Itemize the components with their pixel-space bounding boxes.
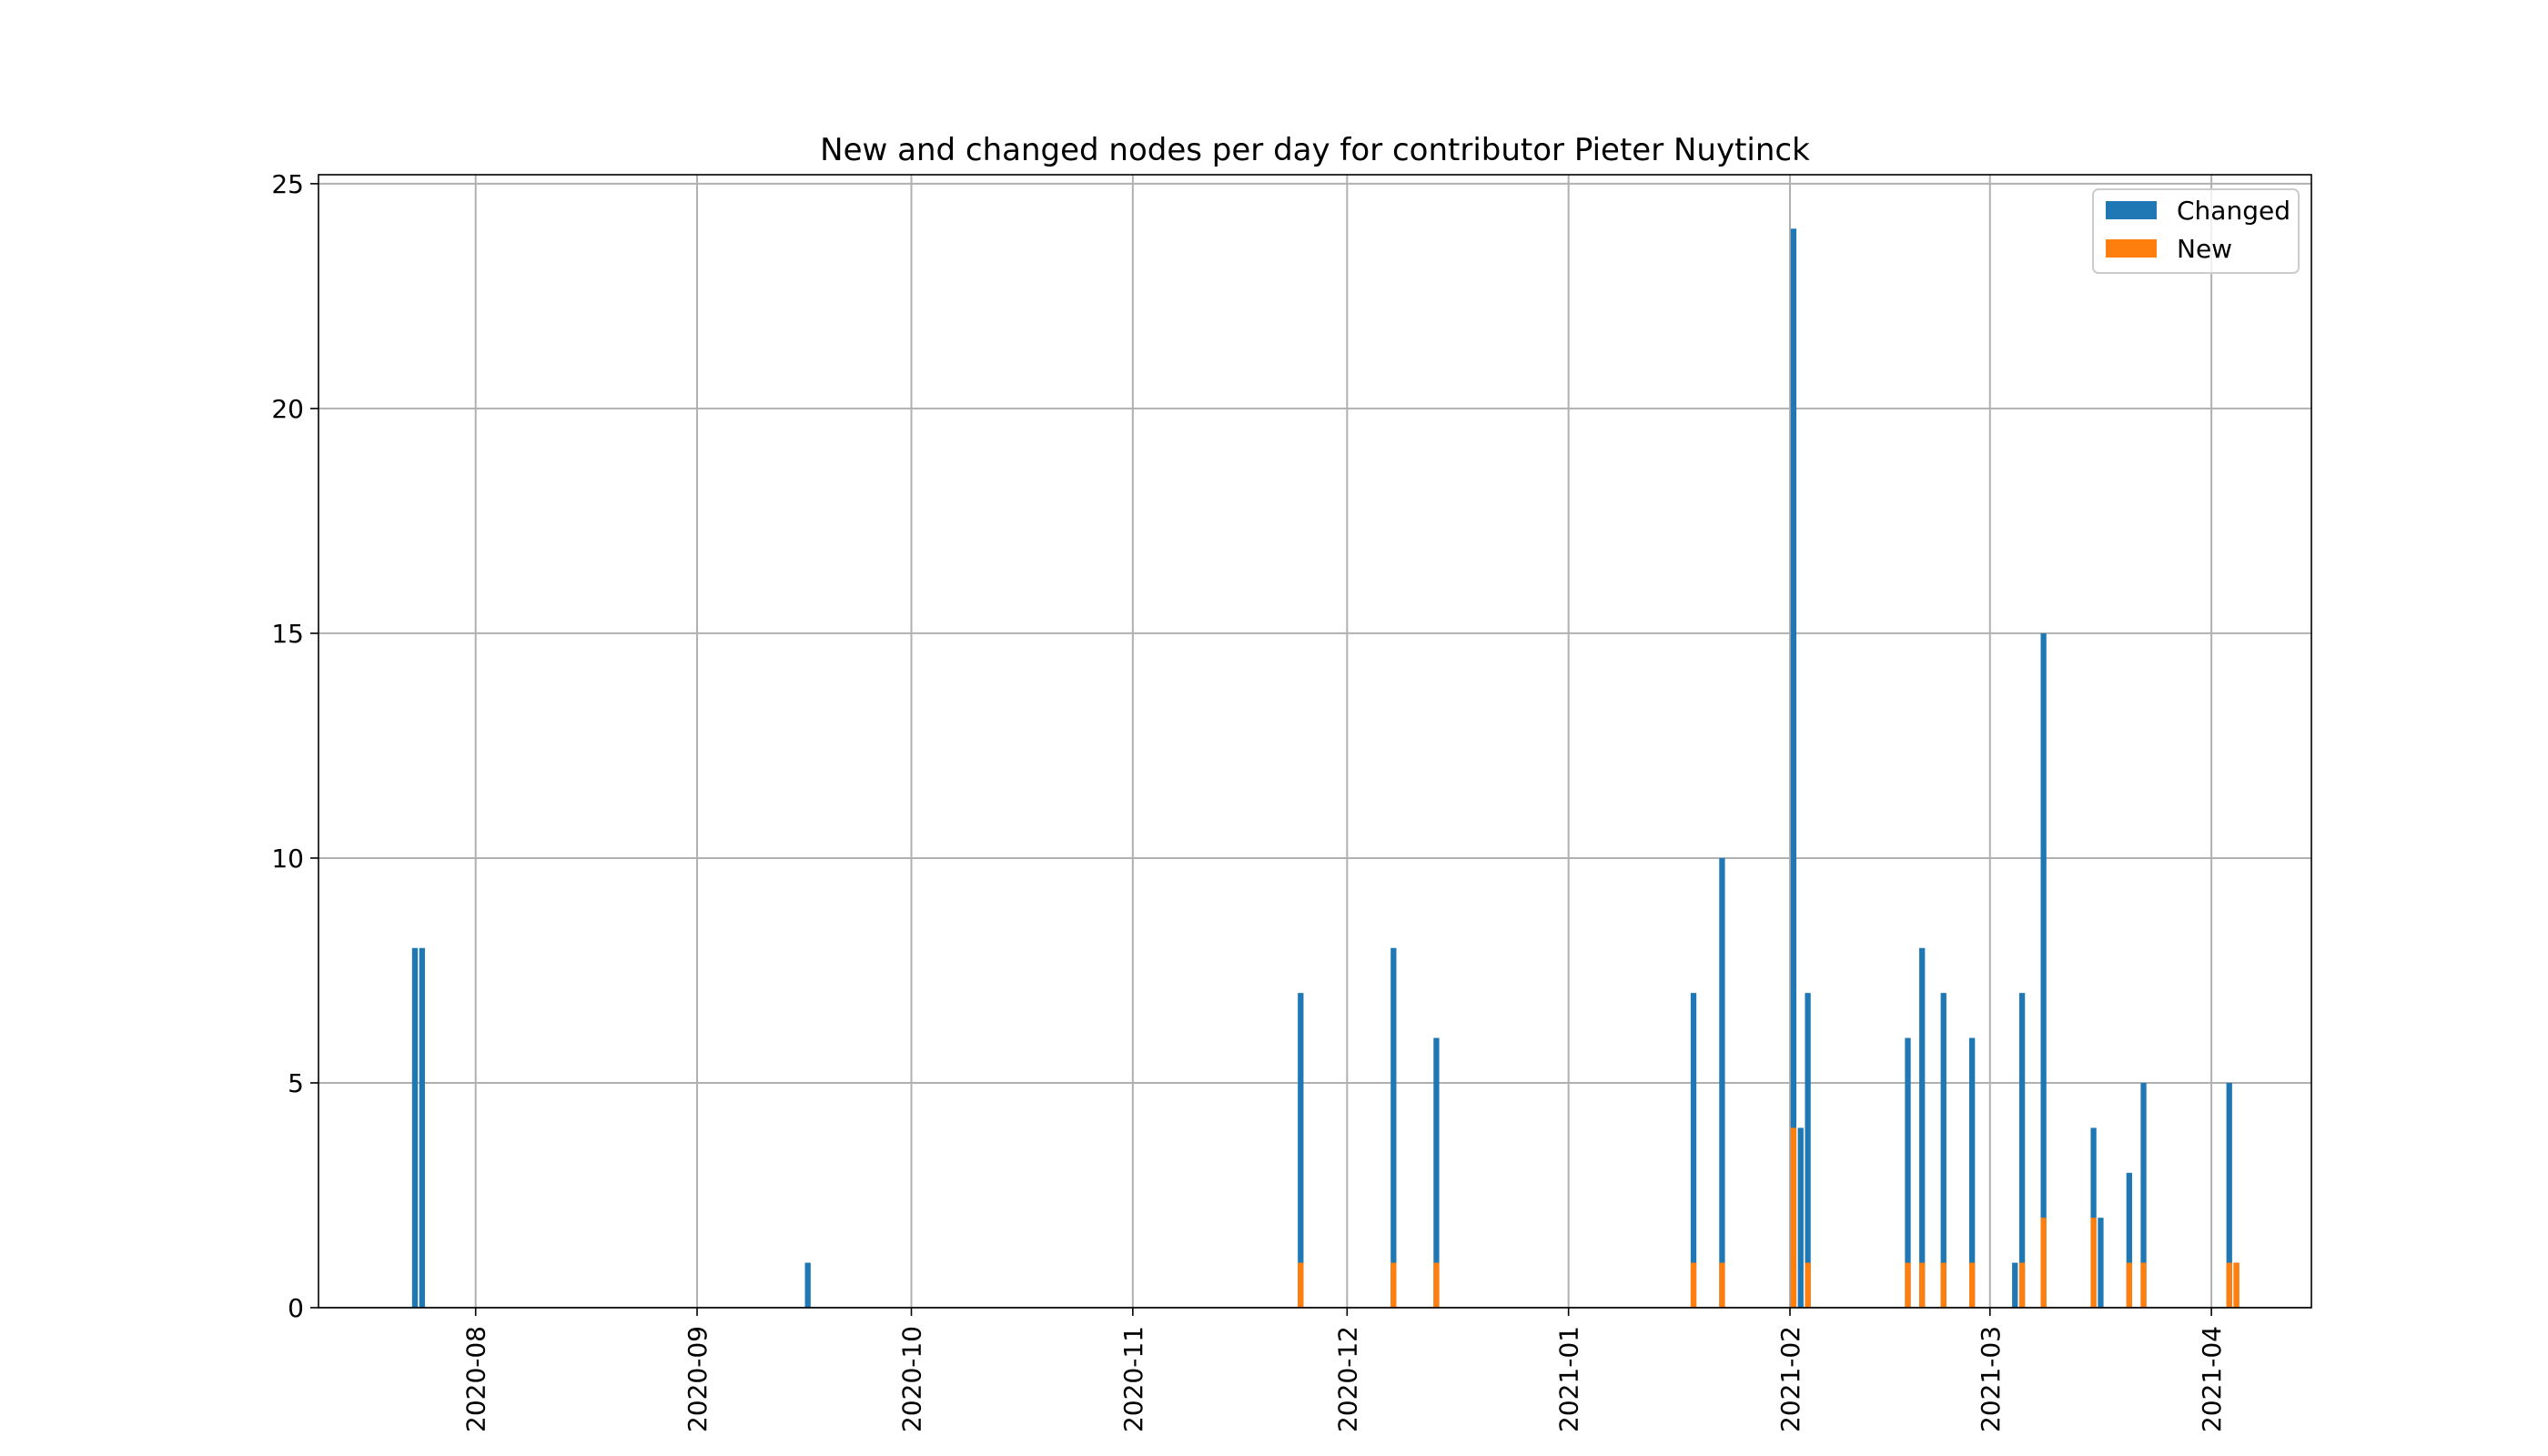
bar-changed	[1690, 993, 1697, 1308]
legend: Changed New	[2092, 188, 2300, 274]
grid-layer	[318, 175, 2311, 1309]
bar-changed	[1433, 1037, 1440, 1308]
bar-new	[1433, 1262, 1440, 1308]
bar-new	[2018, 1262, 2026, 1308]
bar-changed	[2018, 993, 2026, 1308]
x-tick-label: 2021-01	[1554, 1326, 1584, 1432]
bar-new	[2040, 1218, 2047, 1308]
bar-new	[1298, 1262, 1304, 1308]
bar-changed	[2098, 1218, 2104, 1308]
legend-swatch-changed	[2106, 201, 2157, 219]
x-tick-label: 2020-12	[1332, 1326, 1362, 1432]
legend-label-new: New	[2177, 234, 2232, 264]
bar-changed	[1969, 1037, 1976, 1308]
bar-new	[2226, 1262, 2232, 1308]
bar-changed	[804, 1262, 811, 1308]
bar-new	[1790, 1127, 1797, 1308]
bar-changed	[1390, 947, 1397, 1308]
x-tick-label: 2021-03	[1976, 1326, 2006, 1432]
x-tick-label: 2020-09	[682, 1326, 713, 1432]
y-tick-label: 0	[288, 1293, 304, 1323]
bar-changed	[1940, 993, 1946, 1308]
bar-changed	[2012, 1262, 2018, 1308]
bar-new	[2126, 1262, 2132, 1308]
x-tick-label: 2020-10	[897, 1326, 927, 1432]
x-tick-label: 2020-08	[461, 1326, 491, 1432]
bar-changed	[1805, 993, 1811, 1308]
y-tick-label: 15	[271, 619, 304, 649]
ticks-layer: 0 5 10 15 20 25 2020-08 2020-09 2020-10 2020-11 20…	[271, 169, 2227, 1432]
plot-frame	[318, 174, 2312, 1309]
bar-changed	[2040, 632, 2047, 1308]
x-tick-label: 2020-11	[1118, 1326, 1148, 1432]
chart-title: New and changed nodes per day for contri…	[820, 132, 1810, 168]
y-tick-label: 25	[271, 169, 304, 199]
bar-new	[2140, 1262, 2147, 1308]
bar-changed	[2140, 1082, 2147, 1308]
y-tick-label: 20	[271, 394, 304, 424]
bar-changed	[1905, 1037, 1911, 1308]
bar-changed	[1797, 1127, 1804, 1308]
bar-changed	[419, 947, 425, 1308]
bar-changed	[1719, 857, 1725, 1308]
x-tick-label: 2021-02	[1775, 1326, 1805, 1432]
bar-new	[1940, 1262, 1946, 1308]
bar-new	[1690, 1262, 1697, 1308]
y-tick-label: 10	[271, 844, 304, 874]
bar-new	[1905, 1262, 1911, 1308]
bar-new	[1719, 1262, 1725, 1308]
bar-changed	[2126, 1172, 2132, 1308]
bar-new	[1805, 1262, 1811, 1308]
y-tick-label: 5	[288, 1068, 304, 1098]
x-tick-label: 2021-04	[2197, 1326, 2227, 1432]
legend-label-changed: Changed	[2177, 196, 2290, 226]
bar-changed	[1298, 993, 1304, 1308]
bar-changed	[1790, 228, 1797, 1308]
bar-new	[2090, 1218, 2097, 1308]
legend-swatch-new	[2106, 239, 2157, 258]
bar-changed	[2226, 1082, 2232, 1308]
bar-changed	[411, 947, 419, 1308]
bar-changed	[1919, 947, 1926, 1308]
bar-new	[1919, 1262, 1926, 1308]
bar-new	[2233, 1262, 2240, 1308]
bar-new	[1390, 1262, 1397, 1308]
bars-layer	[411, 228, 2240, 1308]
bar-new	[1969, 1262, 1976, 1308]
